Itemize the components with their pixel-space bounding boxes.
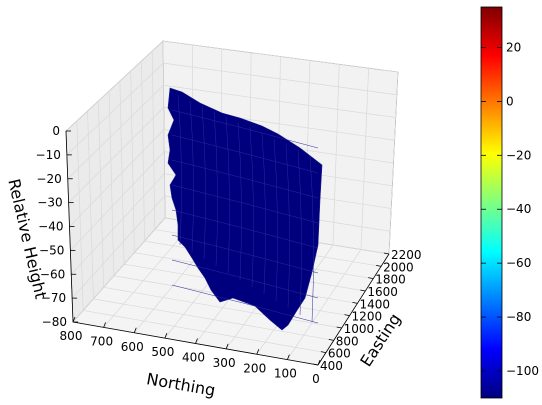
x-axis-line (317, 253, 390, 366)
z-tick-label: −10 (36, 148, 61, 162)
z-tick-label: 0 (52, 124, 60, 138)
y-tick-label: 100 (274, 367, 297, 381)
colorbar-tick-label: −20 (506, 148, 531, 162)
z-tick-label: −60 (40, 267, 65, 281)
colorbar-tick-label: −60 (506, 256, 531, 270)
colorbar-tick-label: −80 (506, 310, 531, 324)
x-tick-label: 1400 (359, 297, 390, 311)
z-tick-label: −70 (41, 291, 66, 305)
x-tick-label: 2000 (383, 260, 414, 274)
colorbar-tick-label: −40 (506, 202, 531, 216)
z-tick-label: −50 (39, 243, 64, 257)
surface-mesh (171, 94, 319, 324)
y-tick-label: 0 (312, 372, 320, 386)
x-tick-label: 1800 (375, 273, 406, 287)
y-axis-label: Northing (145, 369, 217, 400)
surface (167, 87, 323, 331)
z-tick-label: −20 (36, 172, 61, 186)
x-tick-label: 1600 (367, 285, 398, 299)
z-tick-label: −40 (38, 220, 63, 234)
colorbar-tick-label: −100 (506, 364, 539, 378)
x-tick-label: 2200 (391, 248, 422, 262)
colorbar (480, 6, 503, 399)
x-tick-label: 1000 (344, 322, 375, 336)
colorbar-tick-label: 20 (506, 40, 521, 54)
x-tick-label: 600 (328, 347, 351, 361)
x-tick-label: 1200 (352, 310, 383, 324)
y-tick-label: 500 (151, 345, 174, 359)
colorbar-tick-label: 0 (506, 94, 514, 108)
y-ticks: 800 700 600 500 400 300 200 100 0 (60, 316, 321, 386)
y-tick-label: 400 (182, 351, 205, 365)
y-tick-label: 800 (60, 329, 83, 343)
x-tick-label: 400 (320, 359, 343, 373)
y-tick-label: 200 (243, 361, 266, 375)
y-tick-label: 300 (213, 356, 236, 370)
colorbar-ticks: 20 0 −20 −40 −60 −80 −100 (481, 40, 539, 378)
z-ticks: 0 −10 −20 −30 −40 −50 −60 −70 −80 (36, 124, 78, 329)
y-tick-label: 700 (90, 334, 113, 348)
x-tick-label: 800 (336, 334, 359, 348)
z-tick-label: −80 (42, 315, 67, 329)
y-tick-label: 600 (121, 340, 144, 354)
z-tick-label: −30 (37, 196, 62, 210)
